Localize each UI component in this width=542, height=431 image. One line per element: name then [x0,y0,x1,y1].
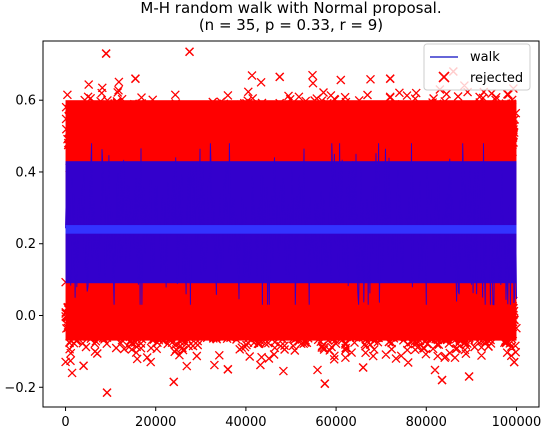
walk-line [65,143,517,306]
rejected-outlier-marker [169,377,179,387]
y-tick-label: 0.2 [15,237,36,252]
rejected-outlier-marker [130,74,140,84]
y-tick-label: 0.0 [15,309,36,324]
legend-rejected-label: rejected [470,71,523,86]
rejected-markers-path [61,70,521,378]
legend-box [423,43,531,91]
x-axis: 0 20000 40000 60000 80000 100000 [61,407,541,430]
x-tick-label: 100000 [492,415,542,430]
chart-title-line2: (n = 35, p = 0.33, r = 9) [199,16,383,34]
walk-series [65,143,517,306]
rejected-outlier-marker [275,72,285,82]
rejected-outlier-marker [358,362,368,373]
x-tick-label: 20000 [135,415,176,430]
chart-title-line1: M-H random walk with Normal proposal. [140,0,441,17]
legend-walk-label: walk [470,50,500,65]
y-tick-label: 0.4 [15,165,36,180]
legend: walk rejected [423,43,531,91]
rejected-outlier-marker [102,388,112,398]
plot-area [61,47,521,398]
walk-center-band [65,225,517,234]
y-axis: −0.2 0.0 0.2 0.4 0.6 [4,94,43,396]
x-tick-label: 0 [61,415,69,430]
x-tick-label: 80000 [406,415,447,430]
rejected-outlier-marker [320,379,330,389]
rejected-outlier-marker [79,361,89,371]
x-tick-label: 40000 [225,415,266,430]
y-tick-label: 0.6 [15,94,36,109]
rejected-outlier-marker [437,375,447,385]
plot-frame [42,40,540,408]
rejected-outlier-marker [223,364,233,374]
y-tick-label: −0.2 [4,381,36,396]
rejected-outlier-marker [185,47,195,57]
rejected-outlier-marker [101,49,111,59]
rejected-outlier-marker [509,357,519,367]
rejected-outlier-marker [385,74,395,84]
rejected-outlier-marker [464,371,474,382]
legend-rejected-swatch [438,71,450,83]
x-tick-label: 60000 [315,415,356,430]
